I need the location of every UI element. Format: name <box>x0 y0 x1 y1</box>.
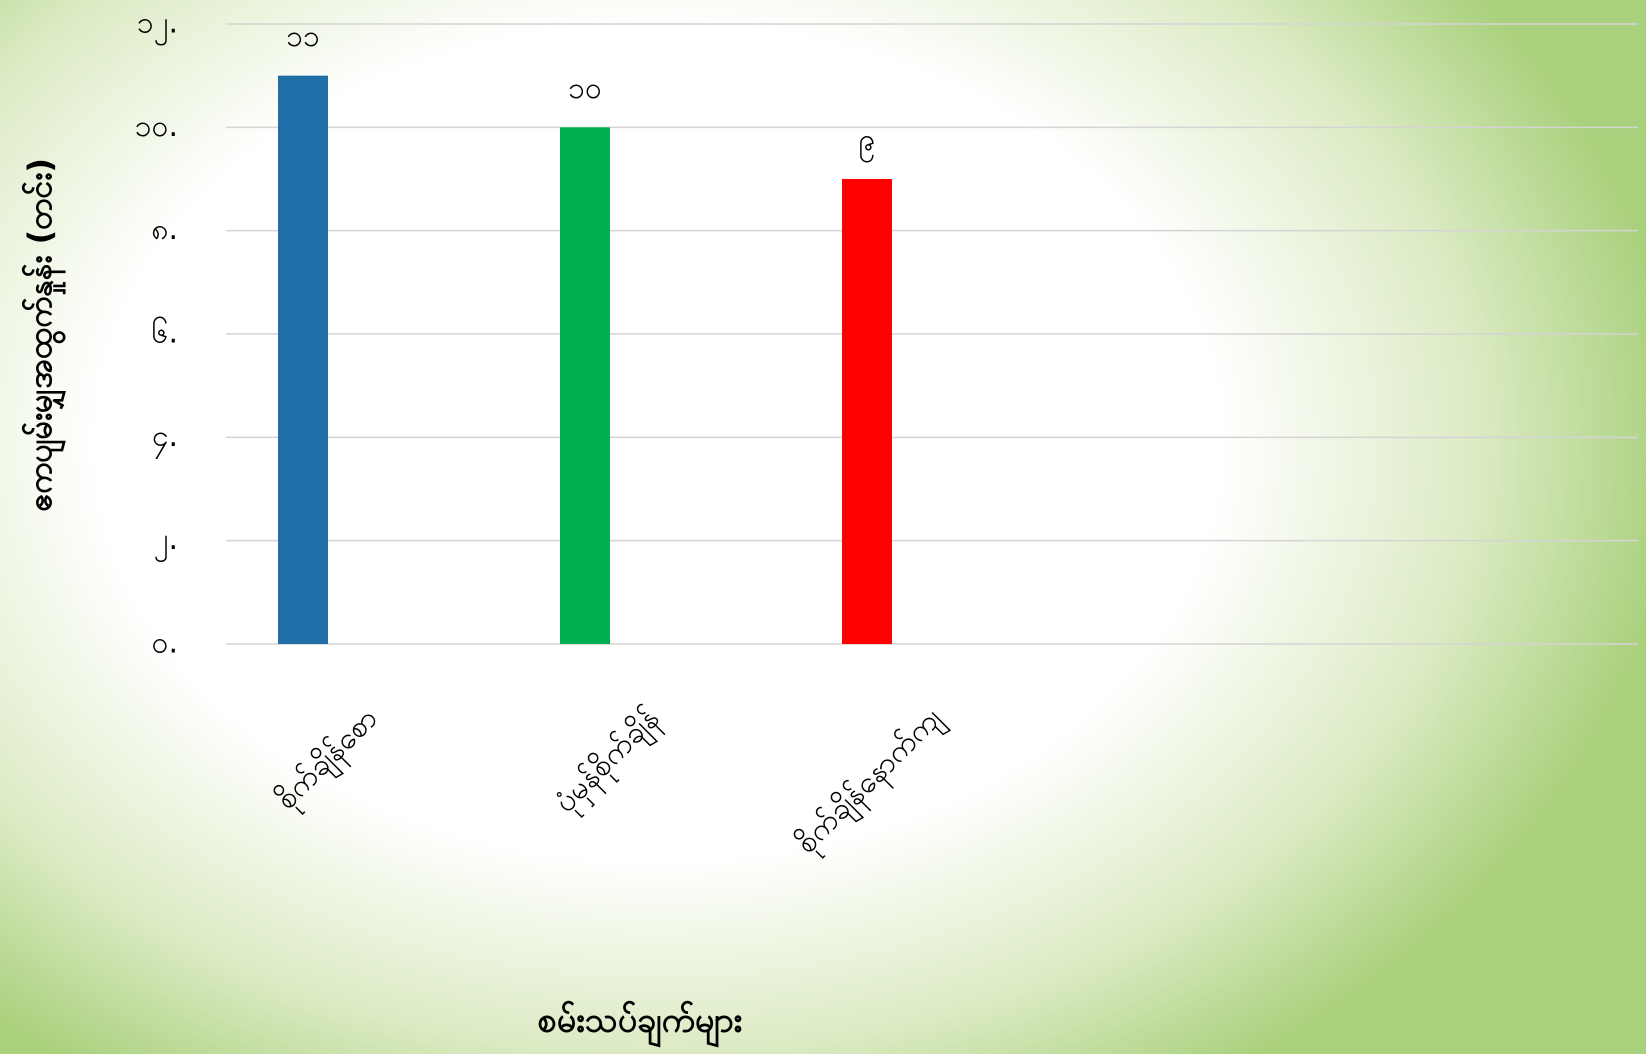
bar <box>560 127 610 645</box>
y-tick-label: ၄. <box>152 419 178 460</box>
bar <box>278 75 328 644</box>
bar <box>842 179 892 644</box>
data-label: ၉ <box>859 123 876 164</box>
x-tick-label: စိုက်ချိန်စော <box>269 701 389 821</box>
y-tick-label: ၁၂. <box>137 6 178 47</box>
data-label: ၁၁ <box>286 19 320 54</box>
x-tick-label: စိုက်ချိန်နောက်ကျ <box>789 701 953 865</box>
y-axis-label: ဧကပျမ်းမျှအထွက်နှုန်း (တင်း) <box>21 158 66 512</box>
y-tick-label: ၂. <box>154 522 178 563</box>
data-label: ၁၀ <box>568 71 602 106</box>
y-tick-label: ၆. <box>152 315 178 351</box>
x-tick-label: ပုံမှန်စိုက်ချိန် <box>548 701 671 824</box>
y-tick-label: ၁၀. <box>135 109 178 144</box>
y-tick-label: ၈. <box>151 212 178 247</box>
y-tick-label: ၀. <box>152 626 178 661</box>
x-axis-label: စမ်းသပ်ချက်များ <box>538 1001 743 1047</box>
